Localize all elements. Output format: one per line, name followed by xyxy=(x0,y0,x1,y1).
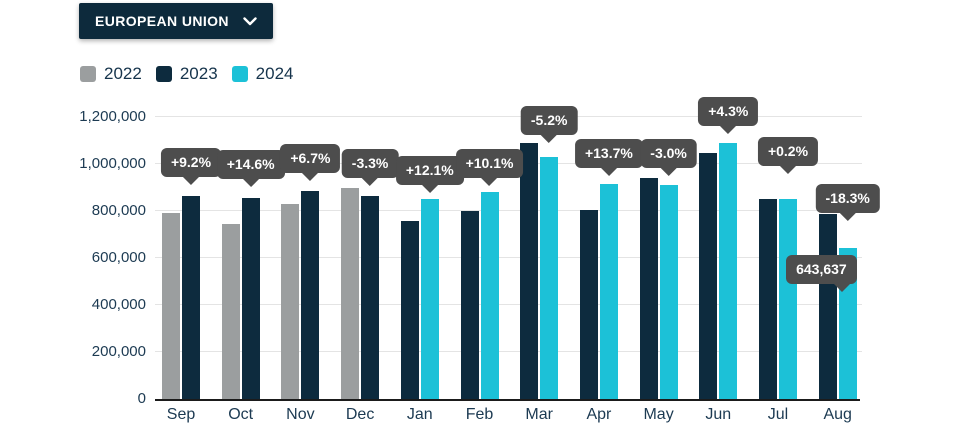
bar-2022-sep[interactable] xyxy=(162,213,180,399)
x-axis-label-sep: Sep xyxy=(166,406,196,423)
legend-label-2024: 2024 xyxy=(255,64,294,83)
bar-2023-dec[interactable] xyxy=(361,195,380,399)
gridline xyxy=(155,257,862,258)
legend-swatch-2024 xyxy=(231,66,248,82)
bar-2022-nov[interactable] xyxy=(281,203,300,399)
legend-item-2023[interactable]: 2023 xyxy=(155,64,218,84)
x-axis-label-nov: Nov xyxy=(286,406,315,423)
y-axis-tick-label: 800,000 xyxy=(91,202,146,219)
callout-value-aug: 643,637 xyxy=(786,254,857,292)
x-axis-line xyxy=(155,399,860,401)
bar-2023-mar[interactable] xyxy=(520,143,539,399)
bar-2024-jul[interactable] xyxy=(779,198,797,399)
callout-pct-feb: +10.1% xyxy=(455,148,524,186)
region-selector-label: EUROPEAN UNION xyxy=(95,13,229,29)
callout-pct-sep: +9.2% xyxy=(160,148,222,186)
bar-2023-sep[interactable] xyxy=(182,196,200,399)
y-axis-tick-label: 600,000 xyxy=(91,249,146,266)
legend-item-2024[interactable]: 2024 xyxy=(231,64,294,84)
bar-2024-mar[interactable] xyxy=(540,156,559,399)
gridline xyxy=(155,210,862,211)
bar-2024-feb[interactable] xyxy=(480,191,499,399)
x-axis-label-jun: Jun xyxy=(705,406,732,423)
x-axis-label-jan: Jan xyxy=(406,406,433,423)
bar-2023-oct[interactable] xyxy=(241,198,260,399)
y-axis-tick-label: 0 xyxy=(137,390,146,407)
callout-pct-jan: +12.1% xyxy=(395,156,464,194)
bar-2023-jul[interactable] xyxy=(759,199,777,399)
bar-2024-jun[interactable] xyxy=(719,142,738,399)
legend-item-2022[interactable]: 2022 xyxy=(80,64,142,84)
callout-pct-aug: -18.3% xyxy=(815,183,880,221)
x-axis-label-aug: Aug xyxy=(823,406,852,423)
bar-2024-may[interactable] xyxy=(659,184,678,399)
bar-2024-apr[interactable] xyxy=(599,183,618,399)
bar-2022-dec[interactable] xyxy=(341,188,360,399)
chart-legend: 2022 2023 2024 xyxy=(80,64,293,84)
x-axis-label-oct: Oct xyxy=(228,406,254,423)
region-selector[interactable]: EUROPEAN UNION xyxy=(79,3,273,39)
callout-pct-oct: +14.6% xyxy=(216,150,285,188)
y-axis-tick-label: 200,000 xyxy=(91,343,146,360)
y-axis-tick-label: 400,000 xyxy=(91,296,146,313)
callout-pct-jul: +0.2% xyxy=(757,136,819,174)
callout-pct-may: -3.0% xyxy=(640,139,697,177)
bar-2023-feb[interactable] xyxy=(460,210,479,399)
bar-2023-jan[interactable] xyxy=(400,220,419,399)
bar-2023-apr[interactable] xyxy=(579,209,598,399)
chevron-down-icon xyxy=(243,16,257,25)
x-axis-label-jul: Jul xyxy=(767,406,789,423)
bar-2023-aug[interactable] xyxy=(818,213,837,399)
callout-pct-mar: -5.2% xyxy=(520,106,578,144)
x-axis-label-dec: Dec xyxy=(345,406,375,423)
x-axis-label-mar: Mar xyxy=(525,406,553,423)
legend-label-2022: 2022 xyxy=(104,64,142,83)
gridline xyxy=(155,304,862,305)
callout-pct-jun: +4.3% xyxy=(698,96,759,134)
y-axis-tick-label: 1,200,000 xyxy=(79,108,146,125)
bar-2022-oct[interactable] xyxy=(221,223,240,399)
gridline xyxy=(155,116,862,117)
callout-pct-apr: +13.7% xyxy=(574,138,643,176)
legend-label-2023: 2023 xyxy=(179,64,218,83)
bar-2023-nov[interactable] xyxy=(301,190,320,399)
x-axis-label-feb: Feb xyxy=(465,406,494,423)
bar-2023-may[interactable] xyxy=(639,178,658,399)
callout-pct-dec: -3.3% xyxy=(341,149,399,187)
bar-2024-jan[interactable] xyxy=(420,199,439,400)
bar-2023-jun[interactable] xyxy=(699,153,718,399)
legend-swatch-2022 xyxy=(80,66,96,82)
legend-swatch-2023 xyxy=(155,66,172,82)
y-axis-tick-label: 1,000,000 xyxy=(79,155,146,172)
callout-pct-nov: +6.7% xyxy=(280,143,341,181)
gridline xyxy=(155,351,862,352)
x-axis-label-may: May xyxy=(643,406,674,423)
x-axis-label-apr: Apr xyxy=(586,406,612,423)
